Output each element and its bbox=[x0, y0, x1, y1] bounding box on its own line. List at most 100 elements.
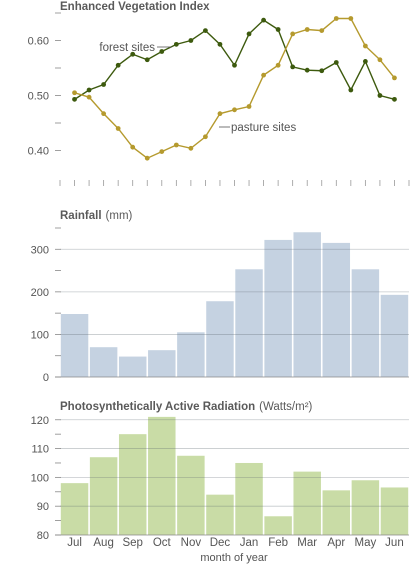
par-title: Photosynthetically Active Radiation (Watt… bbox=[60, 401, 313, 413]
month-label-dec: Dec bbox=[210, 537, 231, 549]
rainfall-bar-jul bbox=[60, 313, 89, 377]
x-axis-title: month of year bbox=[200, 552, 268, 564]
evi-point-pasture bbox=[319, 28, 325, 33]
rainfall-bar-jun bbox=[380, 294, 409, 377]
month-label-jan: Jan bbox=[240, 537, 259, 549]
evi-point-forest bbox=[304, 67, 310, 73]
evi-point-pasture bbox=[203, 134, 208, 140]
evi-point-pasture bbox=[275, 62, 281, 68]
evi-point-pasture bbox=[232, 107, 237, 113]
month-label-oct: Oct bbox=[153, 537, 172, 549]
evi-point-pasture bbox=[173, 142, 179, 148]
evi-y-tick-label: 0.50 bbox=[28, 91, 49, 103]
evi-point-forest bbox=[246, 31, 252, 37]
par-bar-nov bbox=[177, 455, 205, 535]
par-unit: (Watts/m²) bbox=[259, 401, 312, 413]
par-bar-dec bbox=[206, 494, 234, 535]
evi-point-forest bbox=[232, 62, 237, 68]
par-bar-apr bbox=[322, 490, 351, 535]
evi-point-forest bbox=[72, 96, 77, 102]
evi-forest-label: forest sites bbox=[99, 42, 155, 54]
rainfall-bar-dec bbox=[206, 301, 234, 377]
evi-point-forest bbox=[392, 96, 397, 102]
evi-point-pasture bbox=[115, 126, 121, 131]
evi-series-line-pasture bbox=[74, 17, 396, 160]
evi-point-pasture bbox=[333, 16, 339, 21]
par-bar-may bbox=[351, 480, 380, 535]
evi-point-pasture bbox=[246, 104, 252, 109]
evi-series-line-forest bbox=[74, 19, 395, 101]
rainfall-bar-jan bbox=[235, 269, 263, 377]
evi-point-forest bbox=[217, 41, 223, 47]
month-label-nov: Nov bbox=[181, 537, 202, 549]
rainfall-title: Rainfall (mm) bbox=[60, 210, 133, 222]
month-label-sep: Sep bbox=[122, 537, 142, 549]
month-label-jul: Jul bbox=[67, 537, 82, 549]
evi-point-forest bbox=[261, 17, 266, 23]
evi-point-pasture bbox=[101, 111, 107, 117]
evi-point-forest bbox=[101, 82, 107, 87]
par-bar-oct bbox=[148, 416, 176, 535]
evi-point-pasture bbox=[159, 149, 165, 155]
evi-point-forest bbox=[173, 41, 179, 47]
evi-point-forest bbox=[130, 51, 136, 57]
par-y-tick-label: 110 bbox=[31, 444, 49, 456]
rainfall-bar-aug bbox=[89, 347, 118, 377]
rainfall-bar-may bbox=[351, 269, 380, 377]
evi-point-forest bbox=[275, 27, 281, 32]
rainfall-bar-mar bbox=[293, 232, 321, 377]
rainfall-unit: (mm) bbox=[106, 210, 133, 222]
par-y-tick-label: 80 bbox=[37, 530, 49, 542]
month-label-mar: Mar bbox=[297, 537, 317, 549]
evi-point-pasture bbox=[348, 16, 354, 21]
par-y-tick-label: 90 bbox=[37, 501, 49, 513]
par-bar-mar bbox=[293, 471, 321, 535]
par-bar-feb bbox=[264, 516, 292, 535]
rainfall-bar-apr bbox=[322, 242, 351, 377]
par-y-tick-label: 100 bbox=[31, 472, 49, 484]
evi-point-pasture bbox=[72, 90, 77, 96]
evi-point-forest bbox=[86, 87, 92, 93]
evi-point-pasture bbox=[362, 43, 368, 49]
evi-point-pasture bbox=[144, 155, 150, 161]
rainfall-bar-feb bbox=[264, 239, 292, 377]
evi-point-forest bbox=[348, 87, 354, 93]
evi-point-pasture bbox=[217, 111, 223, 117]
evi-point-forest bbox=[362, 59, 368, 64]
evi-point-pasture bbox=[86, 94, 92, 100]
evi-point-forest bbox=[290, 64, 296, 70]
evi-point-pasture bbox=[392, 75, 397, 81]
rainfall-bar-oct bbox=[148, 350, 176, 377]
rainfall-y-tick-label: 100 bbox=[31, 329, 49, 341]
evi-y-tick-label: 0.60 bbox=[28, 36, 49, 48]
evi-point-pasture bbox=[261, 72, 266, 78]
evi-point-forest bbox=[333, 60, 339, 65]
evi-point-pasture bbox=[304, 27, 310, 32]
evi-point-pasture bbox=[290, 31, 296, 37]
par-bar-jun bbox=[380, 487, 409, 535]
rainfall-y-tick-label: 0 bbox=[43, 372, 49, 384]
month-label-may: May bbox=[355, 537, 377, 549]
rainfall-y-tick-label: 300 bbox=[31, 244, 49, 256]
rainfall-bar-nov bbox=[177, 332, 205, 377]
evi-point-forest bbox=[159, 49, 165, 54]
par-bar-jan bbox=[235, 462, 263, 535]
month-label-feb: Feb bbox=[268, 537, 288, 549]
month-label-aug: Aug bbox=[93, 537, 113, 549]
par-bar-sep bbox=[118, 434, 147, 535]
evi-title: Enhanced Vegetation Index bbox=[60, 1, 210, 13]
evi-point-pasture bbox=[130, 144, 136, 150]
evi-point-forest bbox=[377, 93, 383, 98]
par-bar-jul bbox=[60, 483, 89, 535]
evi-point-pasture bbox=[377, 57, 383, 63]
evi-point-forest bbox=[115, 62, 121, 68]
par-bar-aug bbox=[89, 457, 118, 535]
evi-pasture-label: pasture sites bbox=[231, 122, 296, 134]
evi-point-forest bbox=[144, 57, 150, 63]
evi-point-forest bbox=[319, 68, 325, 74]
rainfall-y-tick-label: 200 bbox=[31, 287, 49, 299]
month-label-apr: Apr bbox=[327, 537, 345, 549]
month-label-jun: Jun bbox=[385, 537, 404, 549]
evi-point-forest bbox=[203, 28, 208, 33]
